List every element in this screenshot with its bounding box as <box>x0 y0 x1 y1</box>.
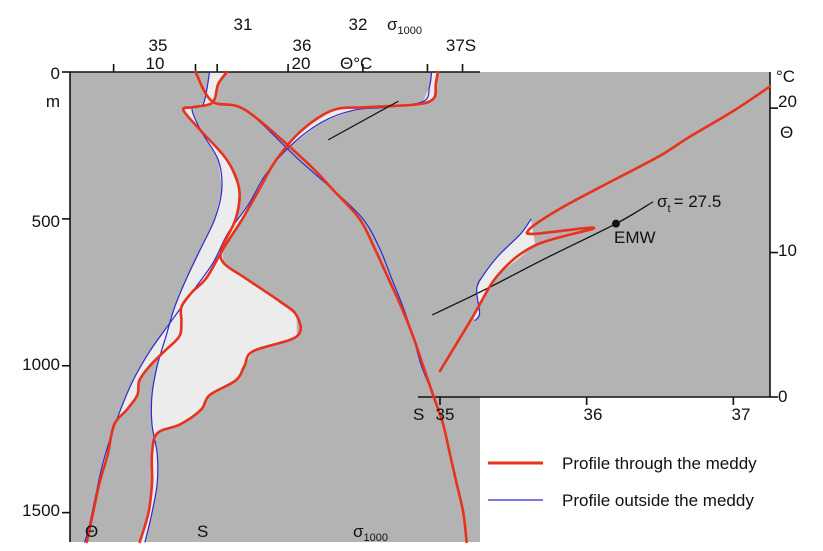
legend-meddy-label: Profile through the meddy <box>562 454 757 473</box>
depth-tick-1500: 1500 <box>22 501 60 520</box>
ts-y-tick-0: 0 <box>778 387 787 406</box>
outside-theta-profile-line <box>84 71 433 543</box>
sigma-profile-label: σ1000 <box>353 522 388 544</box>
ts-x-tick-36: 36 <box>584 405 603 424</box>
meddy-salinity-profile-line <box>138 70 303 544</box>
sigma-tick-31: 31 <box>234 15 253 34</box>
ts-x-label: S <box>413 405 424 424</box>
axes <box>69 71 771 542</box>
sigma-label: σ1000 <box>387 15 422 37</box>
emw-label: EMW <box>614 228 656 247</box>
depth-tick-500: 500 <box>32 212 60 231</box>
ts-y-tick-10: 10 <box>778 241 797 260</box>
sigma-tick-32: 32 <box>349 15 368 34</box>
theta-profile-label: Θ <box>85 522 98 541</box>
emw-marker <box>612 219 620 228</box>
meddy-theta-profile-line <box>85 70 440 544</box>
isopycnal-line <box>432 201 654 316</box>
salinity-tick-35: 35 <box>149 36 168 55</box>
theta-label: Θ°C <box>340 54 372 73</box>
isopycnal-label: σt = 27.5 <box>657 192 721 215</box>
depth-tick-1000: 1000 <box>22 355 60 374</box>
theta-tick-10: 10 <box>146 54 165 73</box>
salinity-tick-36: 36 <box>293 36 312 55</box>
ts-meddy-line <box>438 85 772 373</box>
salinity-tick-37: 37S <box>446 36 476 55</box>
ts-y-tick-20: 20 <box>778 92 797 111</box>
depth-unit: m <box>46 92 60 111</box>
theta-tick-20: 20 <box>292 54 311 73</box>
legend: Profile through the meddy Profile outsid… <box>488 454 757 510</box>
tick-marks <box>62 64 778 514</box>
profile-curves <box>84 70 772 544</box>
ts-y-unit: °C <box>776 67 795 86</box>
s-profile-label: S <box>197 522 208 541</box>
ts-x-tick-35: 35 <box>436 405 455 424</box>
isopycnal-left-segment <box>328 100 399 141</box>
ts-x-tick-37: 37 <box>732 405 751 424</box>
depth-tick-0: 0 <box>51 64 60 83</box>
ts-outside-line <box>474 218 532 321</box>
outside-salinity-profile-line <box>144 71 223 543</box>
ts-y-label: Θ <box>780 123 793 142</box>
meddy-sigma1000-profile-line <box>194 70 468 544</box>
legend-outside-label: Profile outside the meddy <box>562 491 754 510</box>
